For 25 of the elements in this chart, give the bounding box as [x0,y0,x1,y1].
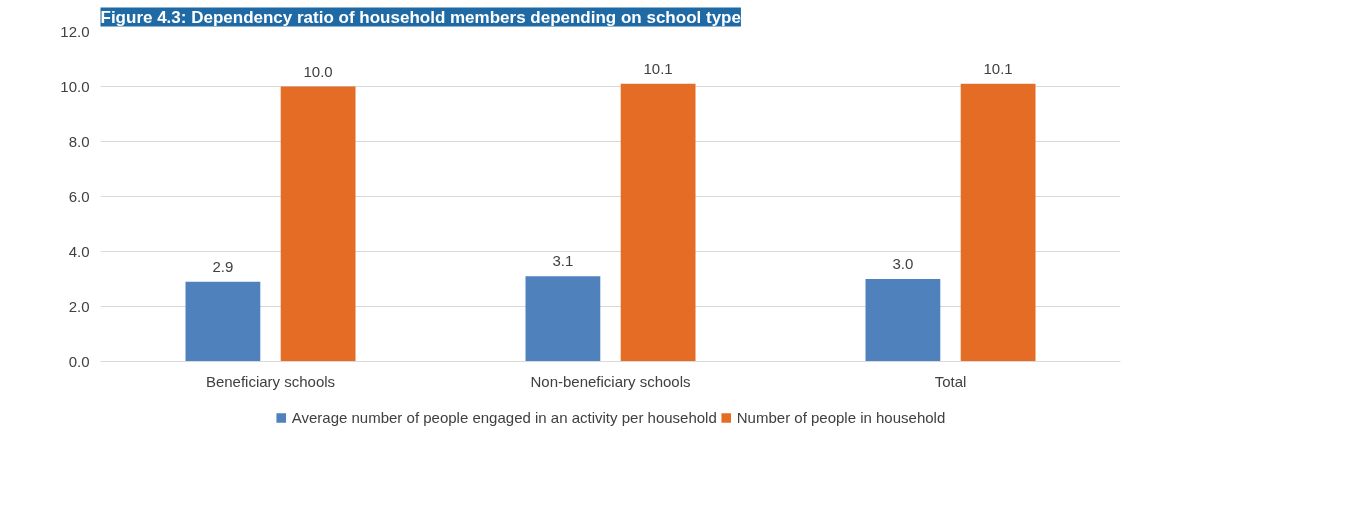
legend-label: Number of people in household [736,408,946,426]
bar [865,279,941,362]
x-tick-label: Beneficiary schools [205,372,336,390]
data-label: 10.1 [983,59,1013,77]
x-tick-label: Non-beneficiary schools [530,372,691,390]
y-tick-label: 8.0 [68,132,90,150]
y-tick-label: 0.0 [68,352,90,370]
bar [620,83,696,362]
y-tick-label: 12.0 [60,22,90,40]
bar [525,276,601,362]
bar [185,281,261,362]
data-label: 10.0 [303,62,333,80]
y-tick-label: 2.0 [68,297,90,315]
x-tick-label: Total [934,372,967,390]
legend-label: Average number of people engaged in an activity per household [291,408,717,426]
data-label: 2.9 [212,257,234,275]
y-tick-label: 6.0 [68,187,90,205]
data-label: 3.1 [552,252,574,270]
bar [960,83,1036,362]
data-label: 10.1 [643,59,673,77]
chart-title: Figure 4.3: Dependency ratio of household members depending on school type [100,7,741,27]
y-tick-label: 4.0 [68,242,90,260]
y-tick-label: 10.0 [60,77,90,95]
data-label: 3.0 [892,255,914,272]
bar [280,86,356,362]
